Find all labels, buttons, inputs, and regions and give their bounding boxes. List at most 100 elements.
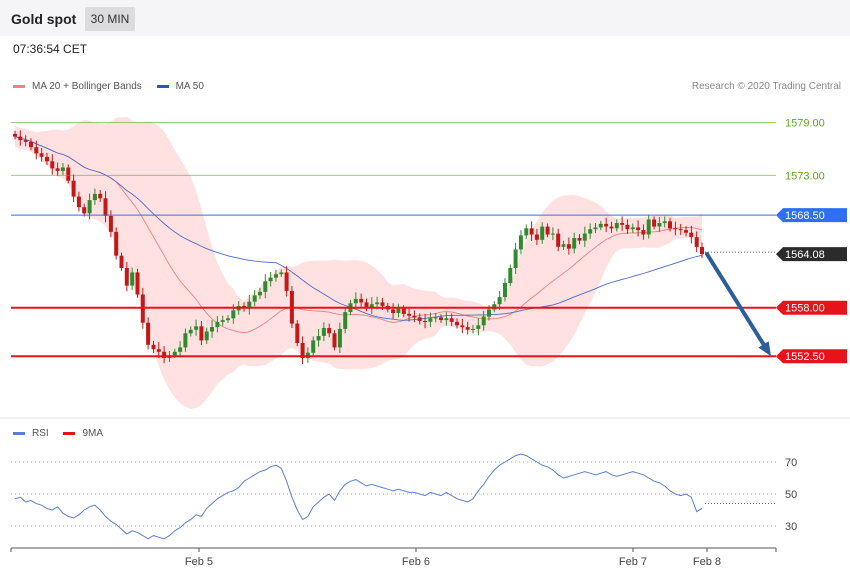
candle-body	[108, 216, 113, 232]
legend-ma50-label: MA 50	[175, 81, 204, 92]
x-tick-label: Feb 5	[185, 556, 213, 568]
candle-body	[316, 336, 321, 341]
candle-body	[263, 281, 268, 292]
candle-body	[684, 230, 688, 233]
forecast-arrow-head	[758, 341, 771, 357]
current-price-tag	[776, 247, 847, 262]
candle-body	[284, 272, 289, 291]
candle-body	[460, 325, 465, 328]
candle-body	[172, 351, 177, 356]
candle-body	[55, 168, 60, 171]
candle-body	[76, 196, 81, 208]
candle-body	[700, 246, 704, 255]
candle-body	[487, 309, 491, 317]
candle-body	[194, 326, 199, 330]
candle-body	[380, 302, 385, 306]
candle-body	[359, 298, 364, 303]
level-tag	[776, 349, 847, 364]
timestamp: 07:36:54 CET	[13, 42, 88, 56]
candle-body	[50, 161, 55, 169]
candle-body	[231, 310, 236, 319]
rsi-tick-label: 50	[785, 489, 797, 501]
rsi-line	[14, 453, 703, 540]
candle-body	[694, 237, 699, 247]
candle-body	[252, 295, 257, 302]
rsi-swatch	[13, 432, 25, 435]
price-legend: MA 20 + Bollinger Bands MA 50	[13, 81, 216, 92]
candle-body	[210, 327, 214, 332]
candle-body	[124, 268, 129, 286]
candle-body	[550, 233, 555, 235]
candle-body	[518, 235, 523, 250]
candle-body	[29, 141, 33, 148]
candle-body	[582, 233, 587, 241]
candle-body	[66, 167, 71, 181]
candle-body	[23, 140, 28, 142]
candle-body	[183, 333, 188, 348]
candle-body	[620, 223, 625, 225]
candle-body	[412, 315, 417, 318]
candle-body	[668, 221, 672, 229]
candle-body	[455, 321, 459, 326]
candle-body	[609, 226, 614, 229]
candle-body	[82, 207, 87, 214]
current-price-label: 1564.08	[785, 249, 825, 261]
candle-body	[465, 327, 470, 330]
candle-body	[156, 349, 161, 352]
candle-body	[92, 193, 97, 201]
instrument-title: Gold spot	[11, 11, 77, 27]
x-tick-label: Feb 6	[402, 556, 430, 568]
candle-body	[614, 223, 619, 229]
candle-body	[471, 328, 475, 330]
candle-body	[396, 308, 401, 313]
candle-body	[407, 313, 412, 316]
legend-rsi-9ma-label: 9MA	[82, 428, 104, 439]
candle-body	[18, 136, 23, 141]
candle-body	[524, 228, 529, 236]
candle-body	[151, 344, 156, 350]
candle-body	[130, 272, 135, 286]
candle-body	[503, 283, 507, 298]
candle-body	[34, 147, 39, 154]
candle-body	[337, 328, 342, 348]
candle-body	[449, 318, 454, 322]
candle-body	[39, 153, 44, 157]
candle-body	[566, 244, 571, 249]
candle-body	[508, 268, 513, 283]
candle-body	[593, 227, 598, 230]
timeframe-badge[interactable]: 30 MIN	[85, 7, 135, 31]
candle-body	[321, 328, 326, 336]
candle-body	[327, 328, 332, 334]
candle-body	[572, 238, 577, 249]
candle-body	[513, 249, 518, 268]
candle-body	[311, 340, 316, 353]
copyright-notice: Research © 2020 Trading Central	[691, 81, 841, 92]
candle-body	[247, 301, 252, 309]
x-tick-label: Feb 7	[619, 556, 647, 568]
candle-body	[45, 156, 49, 162]
forecast-arrow-shaft	[705, 252, 769, 351]
candle-body	[428, 318, 433, 322]
candle-body	[540, 226, 545, 240]
candle-body	[279, 272, 284, 275]
candle-body	[391, 309, 396, 313]
candle-body	[114, 231, 119, 256]
candle-body	[439, 317, 443, 320]
candle-body	[103, 198, 108, 216]
candle-body	[481, 316, 486, 326]
candle-body	[534, 234, 539, 240]
candle-body	[646, 219, 651, 235]
candle-body	[561, 244, 566, 247]
candle-body	[662, 221, 667, 224]
level-label: 1552.50	[785, 351, 825, 363]
bollinger-band	[15, 116, 702, 409]
candle-body	[673, 228, 678, 230]
level-label: 1573.00	[785, 170, 825, 182]
candle-body	[199, 326, 204, 341]
level-tag	[776, 208, 847, 223]
candle-body	[556, 233, 561, 247]
candle-body	[300, 343, 305, 358]
candle-body	[577, 238, 582, 241]
ma20-swatch	[13, 85, 25, 88]
